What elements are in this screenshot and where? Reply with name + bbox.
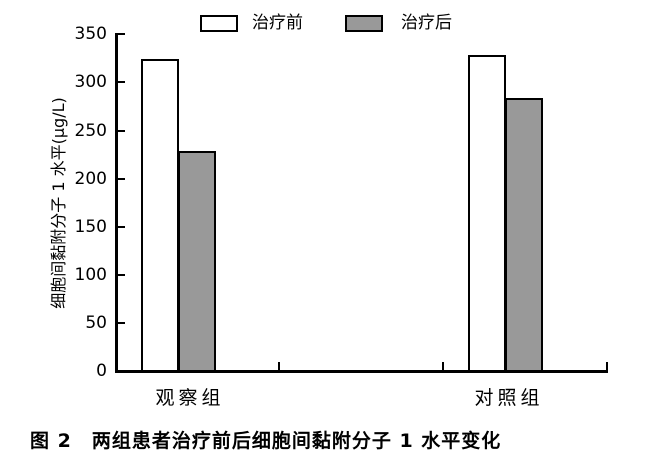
x-axis-tick	[606, 362, 608, 370]
legend-label: 治疗前	[252, 13, 303, 33]
y-axis-tick	[118, 177, 125, 180]
y-axis-tick	[118, 33, 125, 36]
y-axis-tick	[118, 321, 125, 324]
bar-治疗前-对照组	[468, 55, 506, 372]
bar-治疗后-观察组	[178, 151, 216, 372]
y-axis-tick-label: 50	[85, 312, 107, 333]
y-axis-tick-label: 350	[74, 24, 107, 45]
y-axis-tick	[118, 225, 125, 228]
figure-caption: 图 2 两组患者治疗前后细胞间黏附分子 1 水平变化	[30, 430, 502, 452]
legend-swatch-治疗前	[200, 15, 238, 32]
x-category-label: 观察组	[155, 387, 225, 409]
x-axis-tick	[278, 362, 280, 370]
x-axis-tick	[442, 362, 444, 370]
y-axis-tick-label: 300	[74, 72, 107, 93]
bar-治疗前-观察组	[141, 59, 179, 372]
y-axis-tick-label: 100	[74, 264, 107, 285]
y-axis-tick	[118, 81, 125, 84]
legend-swatch-治疗后	[345, 15, 383, 32]
y-axis-tick	[118, 273, 125, 276]
y-axis-line	[115, 33, 118, 373]
y-axis-tick-label: 250	[74, 120, 107, 141]
x-category-label: 对照组	[474, 387, 544, 409]
y-axis-tick	[118, 129, 125, 132]
y-axis-tick-label: 150	[74, 216, 107, 237]
x-axis-line	[115, 370, 608, 373]
y-axis-tick-label: 200	[74, 168, 107, 189]
bar-治疗后-对照组	[505, 98, 543, 372]
legend-label: 治疗后	[401, 13, 452, 33]
y-axis-tick-label: 0	[96, 361, 107, 381]
